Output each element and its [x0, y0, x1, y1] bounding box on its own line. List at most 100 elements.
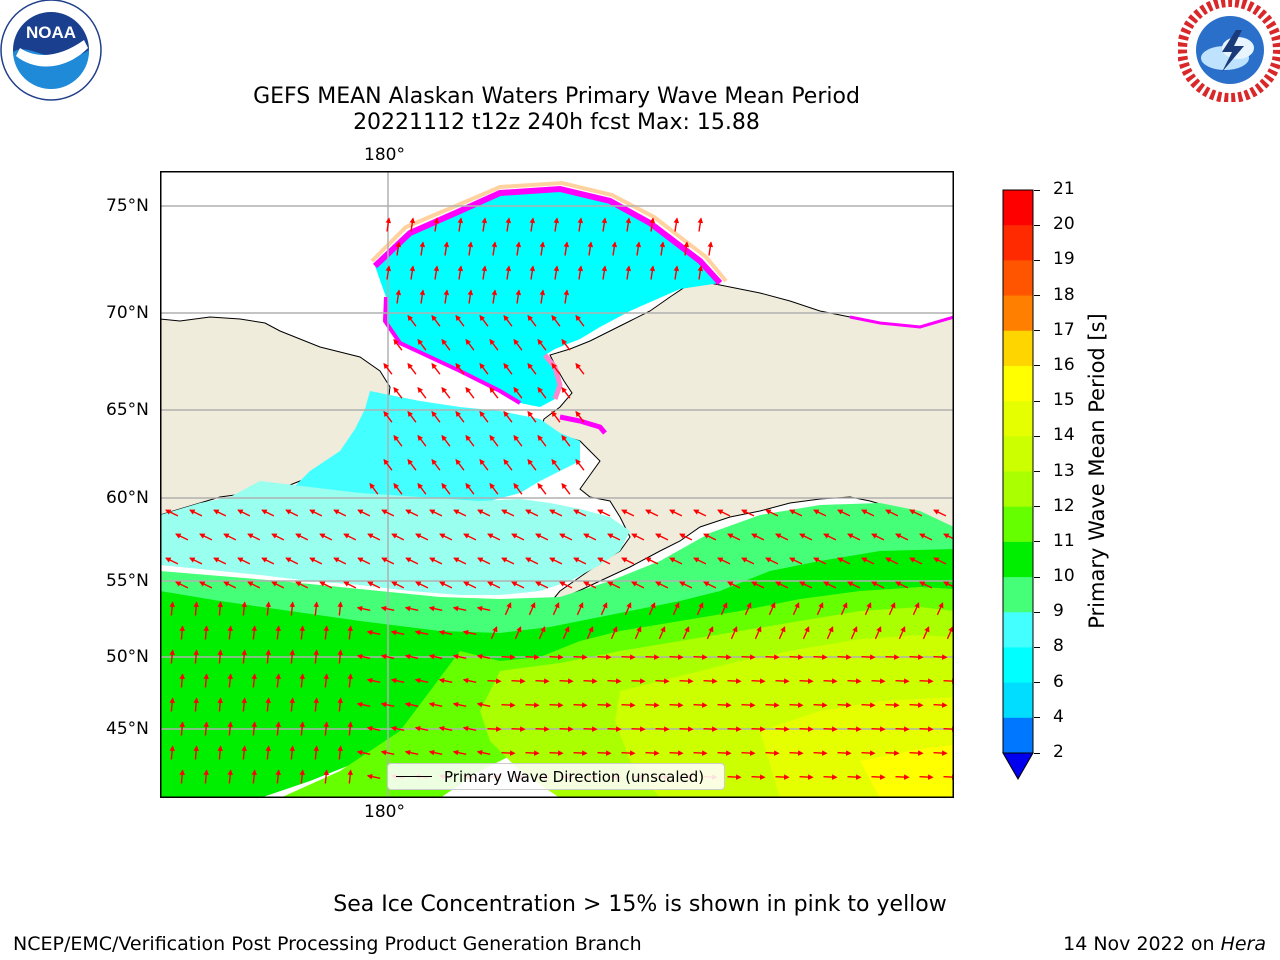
sea-ice-note: Sea Ice Concentration > 15% is shown in … [333, 892, 947, 917]
wave-arrow [697, 265, 704, 280]
wave-arrow [405, 557, 419, 565]
wave-arrow [227, 769, 234, 784]
wave-arrow [366, 773, 381, 780]
wave-arrow [453, 509, 467, 517]
colorbar-segment [1003, 225, 1033, 261]
wave-arrow [491, 241, 498, 256]
wave-arrow [537, 338, 547, 351]
wave-arrow [837, 509, 851, 517]
wave-arrow [175, 581, 189, 589]
wave-arrow [919, 581, 933, 589]
wave-arrow [453, 557, 467, 565]
wave-arrow [513, 386, 523, 399]
wave-arrow [333, 557, 347, 565]
wave-arrow [823, 726, 838, 732]
wave-arrow [489, 434, 499, 447]
wave-arrow [380, 653, 395, 660]
wave-arrow [476, 653, 491, 660]
wave-arrow [505, 217, 512, 232]
wave-arrow [813, 750, 828, 756]
wave-arrow [251, 769, 258, 784]
wave-arrow [575, 314, 585, 327]
wave-arrow [295, 533, 309, 541]
lat-label-70: 70°N [106, 303, 149, 323]
wave-arrow [295, 581, 309, 589]
wave-arrow [417, 386, 427, 399]
wave-arrow [463, 581, 477, 589]
field-chukchi-ice-free [375, 189, 720, 407]
wave-arrow [367, 581, 381, 589]
wave-arrow [465, 482, 475, 495]
wave-arrow [607, 581, 621, 589]
wave-arrow [933, 509, 947, 517]
wave-arrow [655, 581, 669, 589]
colorbar-segment [1003, 365, 1033, 402]
colorbar-tick-mark [1034, 541, 1040, 543]
wave-arrow [847, 581, 861, 589]
wave-arrow [885, 509, 899, 517]
wave-arrow [513, 434, 523, 447]
wave-arrow [693, 750, 708, 756]
wave-arrow [573, 750, 588, 756]
wave-arrow [237, 557, 251, 565]
wave-arrow [404, 653, 419, 660]
wave-arrow [333, 509, 347, 517]
wave-arrow [313, 601, 320, 616]
wave-arrow [528, 602, 536, 616]
wave-arrow [476, 701, 491, 708]
wave-arrow [679, 726, 694, 732]
wave-arrow [919, 533, 933, 541]
wave-arrow [717, 750, 732, 756]
wave-arrow [539, 241, 546, 256]
wave-arrow [275, 673, 282, 688]
wave-arrow [452, 701, 467, 708]
wave-arrow [861, 509, 875, 517]
wave-arrow [563, 241, 570, 256]
wave-arrow [227, 673, 234, 688]
wave-arrow [463, 533, 477, 541]
wave-arrow [525, 654, 540, 660]
wave-arrow [597, 557, 611, 565]
wave-arrow [441, 482, 451, 495]
wave-arrow [861, 750, 876, 756]
nws-logo [1177, 0, 1280, 103]
wave-arrow [525, 557, 539, 565]
wave-arrow [189, 557, 203, 565]
wave-arrow [912, 602, 920, 616]
wave-arrow [597, 654, 612, 660]
wave-arrow [513, 338, 523, 351]
wave-arrow [551, 314, 561, 327]
wave-arrow [621, 509, 635, 517]
wave-arrow [823, 533, 837, 541]
wave-arrow [922, 626, 930, 640]
wave-arrow [383, 362, 393, 375]
wave-arrow [487, 581, 501, 589]
wave-arrow [193, 601, 199, 616]
field-bering-north [290, 391, 580, 501]
wave-arrow [390, 629, 405, 636]
wave-arrow [799, 533, 813, 541]
wave-arrow [337, 649, 344, 664]
wave-arrow [419, 289, 426, 304]
wave-arrow [741, 654, 756, 660]
wave-arrow [193, 649, 199, 664]
wave-arrow [481, 265, 488, 280]
wave-arrow [775, 678, 790, 684]
colorbar-extend-min [1002, 752, 1034, 781]
wave-arrow [337, 601, 344, 616]
wave-arrow [634, 626, 642, 640]
wave-arrow [356, 701, 371, 708]
wave-arrow [549, 557, 563, 565]
wave-arrow [462, 725, 477, 732]
wave-arrow [391, 533, 405, 541]
wave-arrow [717, 702, 732, 708]
wave-arrow [933, 702, 948, 708]
wave-arrow [575, 458, 585, 471]
wave-arrow [549, 509, 563, 517]
wave-arrow [438, 725, 453, 732]
wave-arrow [431, 410, 441, 423]
wave-arrow [347, 769, 354, 784]
wave-arrow [871, 581, 885, 589]
wave-arrow [415, 581, 429, 589]
wave-arrow [840, 602, 848, 616]
